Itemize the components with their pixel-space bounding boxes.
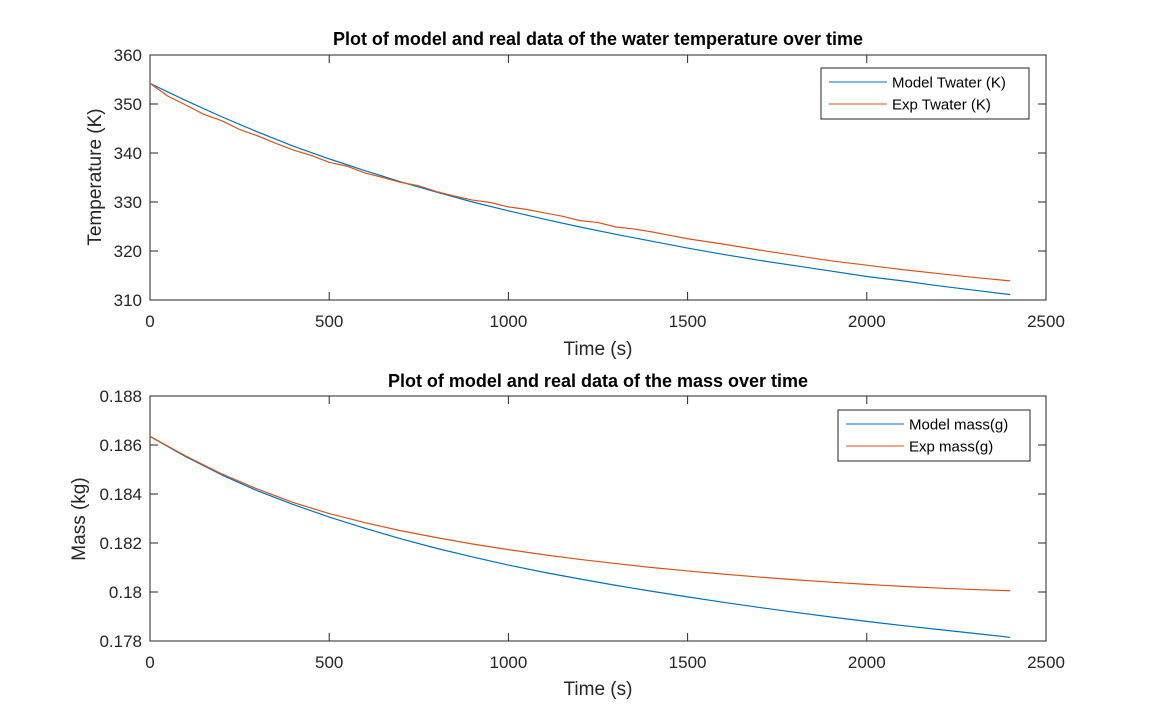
y-tick-label: 350 <box>114 95 142 114</box>
x-tick-label: 1500 <box>669 312 707 331</box>
temperature-x-axis-label: Time (s) <box>564 339 633 360</box>
y-tick-label: 360 <box>114 46 142 65</box>
series-line-model <box>149 435 1011 638</box>
y-tick-label: 310 <box>114 291 142 310</box>
temperature-legend: Model Twater (K) Exp Twater (K) <box>820 67 1030 120</box>
y-tick-label: 0.178 <box>99 632 142 651</box>
series-line-model <box>149 82 1011 296</box>
x-tick-label: 0 <box>145 653 154 672</box>
plot-area-frame <box>149 395 1047 642</box>
x-tick-label: 2500 <box>1027 312 1065 331</box>
legend-label-exp-twater: Exp Twater (K) <box>892 97 991 114</box>
mass-x-tick-labels: 0 500 1000 1500 2000 2500 <box>145 653 1065 672</box>
y-tick-label: 0.182 <box>99 534 142 553</box>
temperature-y-axis-label: Temperature (K) <box>85 108 106 245</box>
legend-box <box>837 409 1031 462</box>
temperature-y-tick-labels: 310 320 330 340 350 360 <box>114 46 142 310</box>
x-tick-label: 500 <box>315 312 343 331</box>
x-tick-label: 1500 <box>669 653 707 672</box>
series-line-exp <box>149 435 1011 592</box>
temperature-axes <box>149 54 1047 301</box>
mass-subplot: Plot of model and real data of the mass … <box>69 371 1065 700</box>
x-tick-label: 1000 <box>489 312 527 331</box>
temperature-series-layer <box>149 82 1011 296</box>
y-tick-label: 0.186 <box>99 436 142 455</box>
x-tick-label: 2000 <box>848 653 886 672</box>
mass-chart-title: Plot of model and real data of the mass … <box>388 371 808 391</box>
y-tick-label: 330 <box>114 193 142 212</box>
y-tick-label: 320 <box>114 242 142 261</box>
series-line-exp <box>149 82 1011 282</box>
temperature-chart-title: Plot of model and real data of the water… <box>333 29 863 49</box>
mass-axes <box>149 395 1047 642</box>
mass-series-layer <box>149 435 1011 638</box>
mass-legend: Model mass(g) Exp mass(g) <box>837 409 1031 462</box>
y-tick-label: 0.184 <box>99 485 142 504</box>
legend-label-model-twater: Model Twater (K) <box>892 75 1006 92</box>
x-tick-label: 0 <box>145 312 154 331</box>
temperature-subplot: Plot of model and real data of the water… <box>85 29 1065 360</box>
y-tick-label: 0.188 <box>99 387 142 406</box>
legend-box <box>820 67 1030 120</box>
mass-x-axis-label: Time (s) <box>564 679 633 700</box>
plot-area-frame <box>149 54 1047 301</box>
mass-y-tick-labels: 0.178 0.18 0.182 0.184 0.186 0.188 <box>99 387 142 651</box>
x-tick-label: 500 <box>315 653 343 672</box>
temperature-x-tick-labels: 0 500 1000 1500 2000 2500 <box>145 312 1065 331</box>
mass-y-axis-label: Mass (kg) <box>69 477 90 560</box>
x-tick-label: 1000 <box>489 653 527 672</box>
legend-label-exp-mass: Exp mass(g) <box>909 439 993 456</box>
x-tick-label: 2000 <box>848 312 886 331</box>
y-tick-label: 340 <box>114 144 142 163</box>
x-tick-label: 2500 <box>1027 653 1065 672</box>
y-tick-label: 0.18 <box>109 583 142 602</box>
legend-label-model-mass: Model mass(g) <box>909 417 1008 434</box>
